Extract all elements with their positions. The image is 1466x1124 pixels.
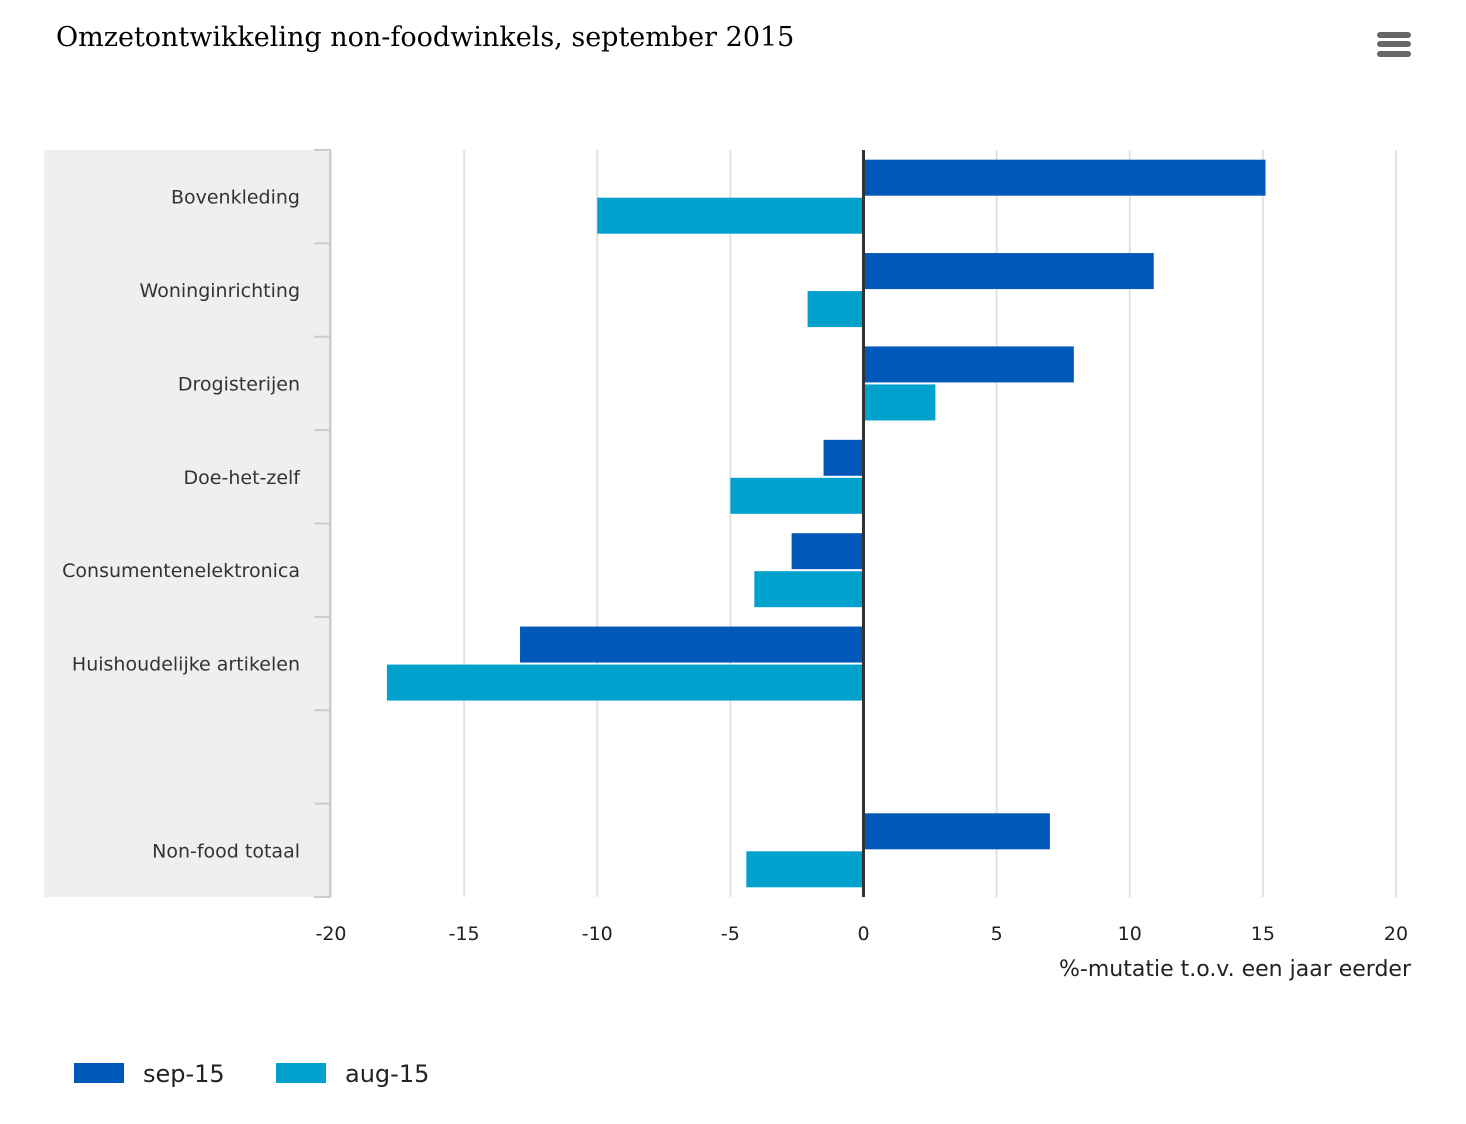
- bar-sep-15-drogisterijen[interactable]: [863, 346, 1074, 383]
- legend-swatch-sep-15: [74, 1063, 124, 1083]
- category-label-huishoudelijke-artikelen: Huishoudelijke artikelen: [72, 654, 300, 676]
- bar-sep-15-consumentenelektronica[interactable]: [791, 533, 864, 570]
- x-tick-label: -20: [315, 923, 346, 945]
- x-tick-label: -10: [582, 923, 613, 945]
- bar-sep-15-huishoudelijke-artikelen[interactable]: [520, 626, 864, 663]
- menu-bar-middle: [1377, 41, 1411, 47]
- x-tick-label: -15: [449, 923, 480, 945]
- bar-aug-15-doe-het-zelf[interactable]: [730, 477, 864, 514]
- hamburger-menu-icon: [1377, 32, 1411, 57]
- bar-aug-15-bovenkleding[interactable]: [597, 197, 864, 234]
- x-tick-label: 0: [857, 923, 869, 945]
- bar-aug-15-non-food-totaal[interactable]: [746, 851, 864, 888]
- bar-sep-15-woninginrichting[interactable]: [863, 253, 1154, 290]
- category-label-doe-het-zelf: Doe-het-zelf: [184, 467, 302, 489]
- category-label-non-food-totaal: Non-food totaal: [152, 840, 300, 862]
- legend-label-sep-15: sep-15: [143, 1060, 225, 1088]
- x-axis-title: %-mutatie t.o.v. een jaar eerder: [1059, 957, 1412, 982]
- chart-title: Omzetontwikkeling non-foodwinkels, septe…: [56, 22, 794, 53]
- bar-sep-15-non-food-totaal[interactable]: [863, 813, 1050, 850]
- legend-label-aug-15: aug-15: [345, 1060, 429, 1088]
- x-tick-label: 5: [991, 923, 1003, 945]
- legend: sep-15 aug-15: [74, 1060, 429, 1088]
- legend-item-aug-15[interactable]: aug-15: [276, 1060, 429, 1088]
- x-tick-label: 10: [1118, 923, 1142, 945]
- category-label-drogisterijen: Drogisterijen: [178, 373, 300, 395]
- x-tick-label: -5: [721, 923, 740, 945]
- bar-sep-15-doe-het-zelf[interactable]: [823, 439, 864, 476]
- bar-aug-15-consumentenelektronica[interactable]: [754, 571, 864, 608]
- legend-swatch-aug-15: [276, 1063, 326, 1083]
- menu-bar-bottom: [1377, 51, 1411, 57]
- category-band: [44, 150, 330, 897]
- bar-aug-15-woninginrichting[interactable]: [807, 291, 864, 328]
- x-tick-label: 15: [1251, 923, 1275, 945]
- chart-menu-button[interactable]: [1370, 24, 1418, 64]
- x-axis-labels: -20 -15 -10 -5 0 5 10 15 20: [315, 923, 1408, 945]
- category-labels: Bovenkleding Woninginrichting Drogisterije…: [62, 187, 301, 863]
- category-label-bovenkleding: Bovenkleding: [171, 187, 300, 209]
- legend-item-sep-15[interactable]: sep-15: [74, 1060, 225, 1088]
- x-tick-label: 20: [1384, 923, 1408, 945]
- bar-aug-15-huishoudelijke-artikelen[interactable]: [386, 664, 864, 701]
- menu-bar-top: [1377, 32, 1411, 38]
- bar-sep-15-bovenkleding[interactable]: [863, 159, 1266, 196]
- category-label-consumentenelektronica: Consumentenelektronica: [62, 560, 300, 582]
- category-label-woninginrichting: Woninginrichting: [140, 280, 300, 302]
- bar-series: [386, 159, 1266, 888]
- bar-aug-15-drogisterijen[interactable]: [863, 384, 936, 421]
- category-ticks: [314, 149, 331, 898]
